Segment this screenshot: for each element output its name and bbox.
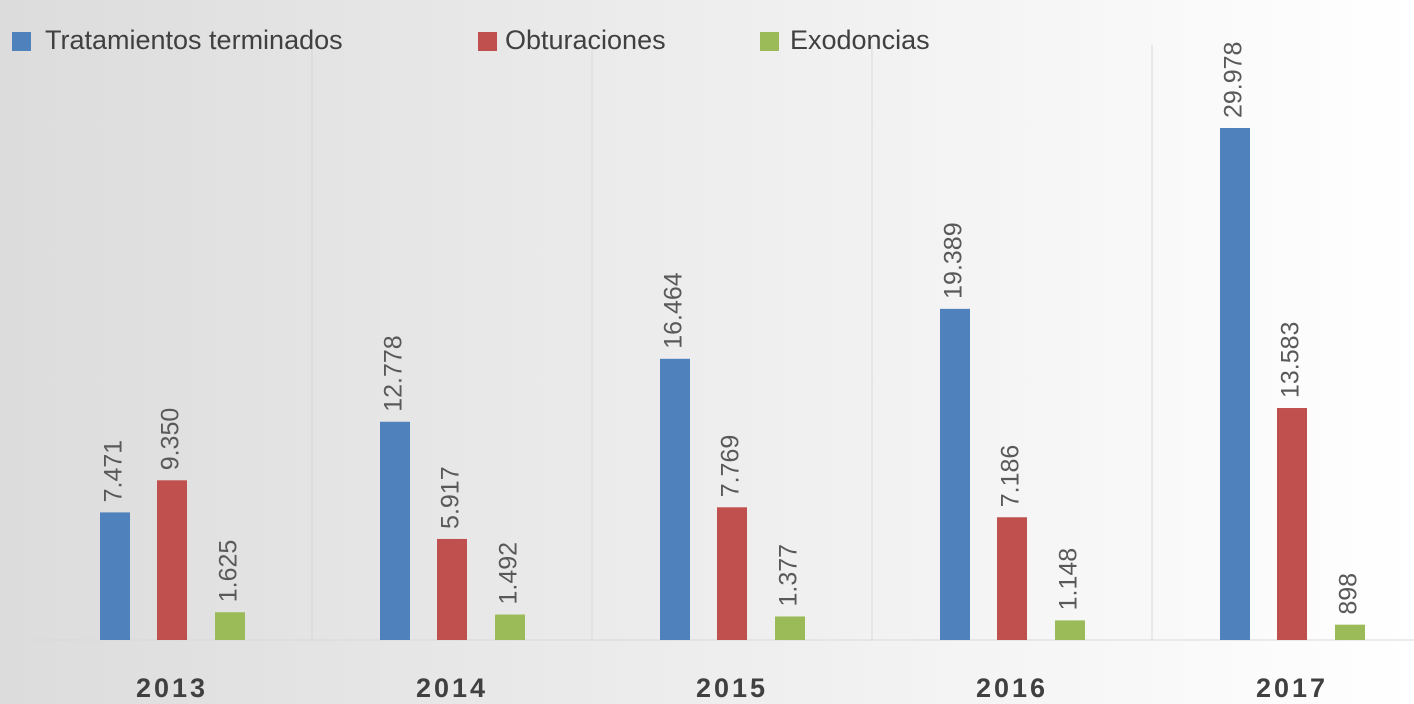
bar [437, 538, 467, 640]
data-label: 5.917 [437, 466, 465, 529]
bar [157, 480, 187, 640]
data-label: 7.186 [997, 445, 1025, 508]
data-label: 7.769 [717, 435, 745, 498]
data-label: 898 [1335, 573, 1363, 615]
bar [775, 616, 805, 640]
bar [100, 512, 130, 640]
bar [1335, 624, 1365, 640]
legend-swatch [760, 32, 779, 51]
x-tick-label: 2016 [976, 673, 1048, 703]
data-label: 1.148 [1055, 548, 1083, 611]
data-label: 16.464 [660, 272, 688, 349]
data-label: 29.978 [1220, 42, 1248, 118]
bar [495, 614, 525, 640]
bar [1220, 128, 1250, 640]
legend-swatch [478, 32, 497, 51]
legend-label: Tratamientos terminados [45, 25, 343, 55]
legend-label: Exodoncias [790, 25, 930, 55]
x-tick-label: 2017 [1256, 673, 1328, 703]
data-label: 7.471 [100, 440, 128, 503]
bar [660, 358, 690, 640]
bar [940, 308, 970, 640]
x-tick-label: 2015 [696, 673, 768, 703]
x-tick-label: 2014 [416, 673, 488, 703]
data-label: 1.492 [495, 542, 523, 605]
data-label: 12.778 [380, 335, 408, 411]
legend-label: Obturaciones [505, 25, 666, 55]
bar [380, 421, 410, 640]
bar [1277, 408, 1307, 640]
data-label: 1.377 [775, 544, 803, 607]
data-label: 1.625 [215, 540, 243, 603]
bar [717, 507, 747, 640]
bar [215, 612, 245, 640]
legend-swatch [12, 32, 31, 51]
data-label: 19.389 [940, 222, 968, 298]
bar [1055, 620, 1085, 640]
data-label: 9.350 [157, 408, 185, 471]
bar [997, 517, 1027, 640]
data-label: 13.583 [1277, 322, 1305, 398]
x-tick-label: 2013 [136, 673, 208, 703]
